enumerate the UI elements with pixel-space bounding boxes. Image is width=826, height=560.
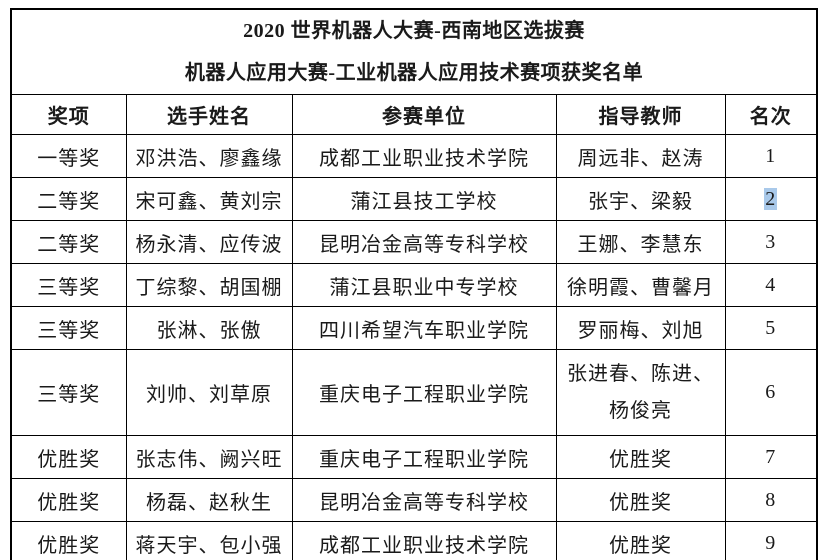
award-cell: 二等奖 [10, 177, 127, 221]
table-row: 三等奖 丁综黎、胡国棚 蒲江县职业中专学校 徐明霞、曹馨月 4 [10, 263, 818, 307]
award-cell: 一等奖 [10, 134, 127, 178]
players-cell: 张志伟、阙兴旺 [125, 435, 293, 479]
award-cell: 优胜奖 [10, 435, 127, 479]
rank-cell: 4 [724, 263, 818, 307]
teachers-line: 杨俊亮 [609, 399, 672, 422]
rank-cell: 3 [724, 220, 818, 264]
players-cell: 宋可鑫、黄刘宗 [125, 177, 293, 221]
teachers-cell: 罗丽梅、刘旭 [555, 306, 726, 350]
col-header-award: 奖项 [10, 94, 127, 135]
players-cell: 丁综黎、胡国棚 [125, 263, 293, 307]
players-cell: 刘帅、刘草原 [125, 349, 293, 436]
award-cell: 优胜奖 [10, 521, 127, 560]
players-cell: 张淋、张傲 [125, 306, 293, 350]
table-row: 二等奖 宋可鑫、黄刘宗 蒲江县技工学校 张宇、梁毅 2 [10, 177, 818, 221]
rank-cell: 2 [724, 177, 818, 221]
rank-cell: 6 [724, 349, 818, 436]
table-row: 三等奖 刘帅、刘草原 重庆电子工程职业学院 张进春、陈进、 杨俊亮 6 [10, 349, 818, 436]
school-cell: 昆明冶金高等专科学校 [291, 220, 557, 264]
teachers-cell: 徐明霞、曹馨月 [555, 263, 726, 307]
players-cell: 杨磊、赵秋生 [125, 478, 293, 522]
rank-cell: 7 [724, 435, 818, 479]
col-header-players: 选手姓名 [125, 94, 293, 135]
rank-cell: 9 [724, 521, 818, 560]
school-cell: 重庆电子工程职业学院 [291, 435, 557, 479]
players-cell: 蒋天宇、包小强 [125, 521, 293, 560]
teachers-cell: 王娜、李慧东 [555, 220, 726, 264]
teachers-cell: 周远非、赵涛 [555, 134, 726, 178]
awards-table: 2020 世界机器人大赛-西南地区选拔赛 机器人应用大赛-工业机器人应用技术赛项… [10, 8, 819, 560]
rank-cell: 1 [724, 134, 818, 178]
players-cell: 邓洪浩、廖鑫缘 [125, 134, 293, 178]
award-cell: 优胜奖 [10, 478, 127, 522]
award-cell: 二等奖 [10, 220, 127, 264]
school-cell: 蒲江县职业中专学校 [291, 263, 557, 307]
rank-cell: 5 [724, 306, 818, 350]
col-header-teachers: 指导教师 [555, 94, 726, 135]
table-row: 优胜奖 蒋天宇、包小强 成都工业职业技术学院 优胜奖 9 [10, 521, 818, 560]
table-header-row: 奖项 选手姓名 参赛单位 指导教师 名次 [10, 94, 818, 135]
teachers-cell: 张进春、陈进、 杨俊亮 [555, 349, 726, 436]
rank-selected-text: 2 [764, 187, 778, 210]
col-header-school: 参赛单位 [291, 94, 557, 135]
document-title: 2020 世界机器人大赛-西南地区选拔赛 机器人应用大赛-工业机器人应用技术赛项… [10, 8, 818, 95]
title-row: 2020 世界机器人大赛-西南地区选拔赛 机器人应用大赛-工业机器人应用技术赛项… [10, 8, 818, 95]
table-row: 优胜奖 杨磊、赵秋生 昆明冶金高等专科学校 优胜奖 8 [10, 478, 818, 522]
rank-cell: 8 [724, 478, 818, 522]
table-row: 二等奖 杨永清、应传波 昆明冶金高等专科学校 王娜、李慧东 3 [10, 220, 818, 264]
school-cell: 重庆电子工程职业学院 [291, 349, 557, 436]
teachers-cell: 优胜奖 [555, 435, 726, 479]
table-row: 优胜奖 张志伟、阙兴旺 重庆电子工程职业学院 优胜奖 7 [10, 435, 818, 479]
school-cell: 成都工业职业技术学院 [291, 521, 557, 560]
doc-title-line2: 机器人应用大赛-工业机器人应用技术赛项获奖名单 [184, 62, 644, 84]
table-row: 三等奖 张淋、张傲 四川希望汽车职业学院 罗丽梅、刘旭 5 [10, 306, 818, 350]
award-cell: 三等奖 [10, 263, 127, 307]
award-cell: 三等奖 [10, 349, 127, 436]
teachers-cell: 优胜奖 [555, 478, 726, 522]
col-header-rank: 名次 [724, 94, 818, 135]
award-cell: 三等奖 [10, 306, 127, 350]
school-cell: 四川希望汽车职业学院 [291, 306, 557, 350]
doc-title-line1: 2020 世界机器人大赛-西南地区选拔赛 [243, 20, 585, 42]
table-row: 一等奖 邓洪浩、廖鑫缘 成都工业职业技术学院 周远非、赵涛 1 [10, 134, 818, 178]
teachers-cell: 张宇、梁毅 [555, 177, 726, 221]
school-cell: 蒲江县技工学校 [291, 177, 557, 221]
players-cell: 杨永清、应传波 [125, 220, 293, 264]
teachers-line: 张进春、陈进、 [567, 362, 714, 385]
school-cell: 昆明冶金高等专科学校 [291, 478, 557, 522]
teachers-cell: 优胜奖 [555, 521, 726, 560]
school-cell: 成都工业职业技术学院 [291, 134, 557, 178]
